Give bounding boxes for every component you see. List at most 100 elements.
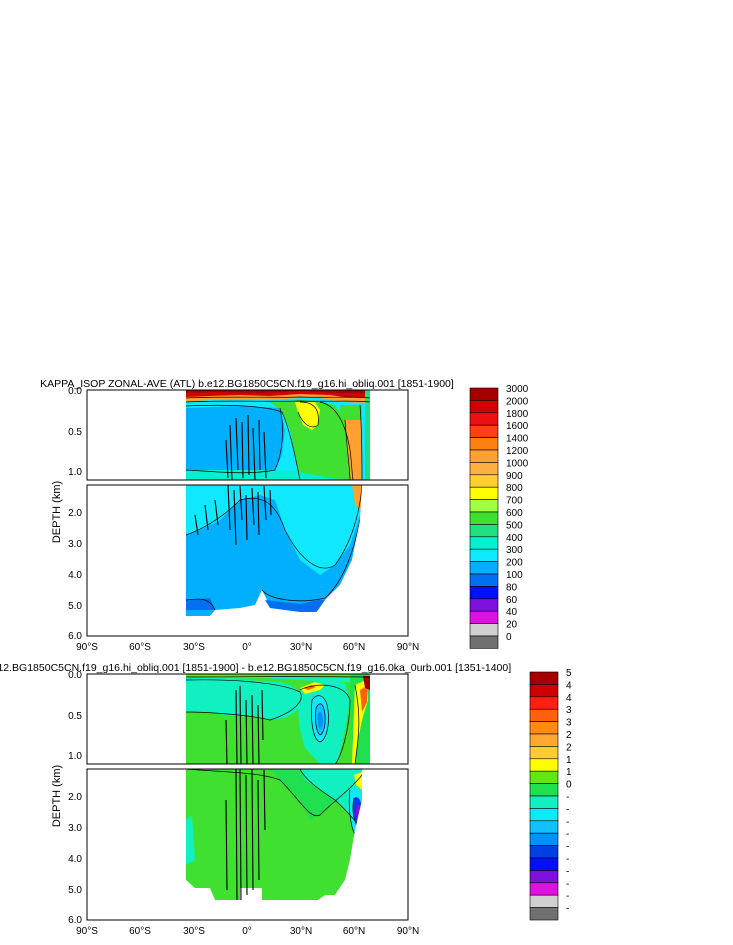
tick-label: 6.0: [68, 631, 82, 642]
tick-label: 30°N: [290, 642, 312, 653]
chart2-upper-frame: [86, 673, 409, 765]
colorbar-swatch: [469, 474, 499, 488]
chart2-lower-frame: [86, 768, 409, 921]
colorbar-swatch: [529, 770, 559, 784]
tick-label: 0.0: [68, 670, 82, 681]
colorbar-label: -: [566, 854, 569, 865]
chart1-y-lower-ticks: 2.0 3.0 4.0 5.0 6.0: [68, 508, 82, 642]
colorbar-label: 3: [566, 705, 572, 716]
chart2-lower-contours: [87, 769, 408, 920]
colorbar-swatch: [469, 524, 499, 538]
colorbar-swatch: [529, 758, 559, 772]
chart1-upper-contours: [185, 390, 408, 480]
tick-label: 6.0: [68, 915, 82, 926]
colorbar-label: 2: [566, 742, 572, 753]
colorbar-label: 1600: [506, 421, 529, 432]
colorbar-swatch: [469, 573, 499, 587]
colorbar-swatch: [469, 610, 499, 624]
colorbar-swatch: [469, 400, 499, 414]
colorbar-label: 1800: [506, 409, 529, 420]
colorbar-swatch: [529, 832, 559, 846]
colorbar-swatch: [529, 783, 559, 797]
colorbar-label: -: [566, 804, 569, 815]
colorbar-swatch: [469, 486, 499, 500]
chart2-y-lower-ticks: 2.0 3.0 4.0 5.0 6.0: [68, 792, 82, 926]
tick-label: 0°: [242, 926, 252, 937]
colorbar-swatch: [469, 424, 499, 438]
chart2-y-upper-ticks: 0.0 0.5 1.0: [68, 670, 82, 762]
colorbar-label: -: [566, 904, 569, 915]
chart1-ylabel: DEPTH (km): [51, 481, 63, 543]
colorbar-swatch: [529, 845, 559, 859]
colorbar-swatch: [469, 499, 499, 513]
colorbar-swatch: [469, 511, 499, 525]
colorbar-swatch: [529, 671, 559, 685]
colorbar-swatch: [469, 586, 499, 600]
colorbar-label: -: [566, 829, 569, 840]
colorbar-label: 1000: [506, 458, 529, 469]
colorbar-label: 900: [506, 471, 523, 482]
colorbar-swatch: [529, 708, 559, 722]
chart2-x-ticks: 90°S 60°S 30°S 0° 30°N 60°N 90°N: [76, 926, 419, 937]
tick-label: 3.0: [68, 823, 82, 834]
tick-label: 5.0: [68, 885, 82, 896]
colorbar-label: -: [566, 792, 569, 803]
tick-label: 60°N: [343, 642, 365, 653]
tick-label: 60°S: [129, 642, 151, 653]
colorbar-label: 2: [566, 730, 572, 741]
colorbar-swatch: [529, 820, 559, 834]
tick-label: 0.5: [68, 711, 82, 722]
chart1-lower-contours: [87, 485, 408, 636]
chart2-upper-contours: [185, 674, 408, 764]
colorbar-swatch: [469, 623, 499, 637]
colorbar-label: 1: [566, 755, 572, 766]
tick-label: 1.0: [68, 751, 82, 762]
colorbar-swatch: [529, 733, 559, 747]
colorbar-label: 3000: [506, 384, 529, 395]
tick-label: 4.0: [68, 854, 82, 865]
tick-label: 4.0: [68, 570, 82, 581]
colorbar-label: 0: [566, 780, 572, 791]
colorbar-swatch: [529, 870, 559, 884]
colorbar-label: 40: [506, 607, 518, 618]
colorbar-swatch: [469, 536, 499, 550]
chart1-x-ticks: 90°S 60°S 30°S 0° 30°N 60°N 90°N: [76, 642, 419, 653]
tick-label: 0°: [242, 642, 252, 653]
chart1-colorbar: 3000200018001600140012001000900800700600…: [469, 384, 529, 649]
tick-label: 3.0: [68, 539, 82, 550]
colorbar-label: 3: [566, 718, 572, 729]
tick-label: 30°N: [290, 926, 312, 937]
colorbar-label: 500: [506, 520, 523, 531]
tick-label: 5.0: [68, 601, 82, 612]
tick-label: 90°N: [397, 642, 419, 653]
colorbar-label: 800: [506, 483, 523, 494]
tick-label: 90°S: [76, 642, 98, 653]
colorbar-swatch: [469, 437, 499, 451]
colorbar-label: 0: [506, 632, 512, 643]
colorbar-swatch: [469, 561, 499, 575]
colorbar-label: 600: [506, 508, 523, 519]
tick-label: 30°S: [183, 926, 205, 937]
colorbar-label: 1400: [506, 434, 529, 445]
colorbar-label: 1: [566, 767, 572, 778]
tick-label: 1.0: [68, 467, 82, 478]
colorbar-swatch: [469, 548, 499, 562]
colorbar-label: 100: [506, 570, 523, 581]
colorbar-swatch: [469, 598, 499, 612]
colorbar-label: 80: [506, 582, 518, 593]
tick-label: 60°S: [129, 926, 151, 937]
colorbar-swatch: [529, 882, 559, 896]
colorbar-swatch: [469, 462, 499, 476]
colorbar-label: 4: [566, 693, 572, 704]
chart1-upper-frame: [86, 389, 409, 481]
tick-label: 90°N: [397, 926, 419, 937]
chart1-y-upper-ticks: 0.0 0.5 1.0: [68, 386, 82, 478]
colorbar-label: 1200: [506, 446, 529, 457]
tick-label: 0.5: [68, 427, 82, 438]
colorbar-label: 5: [566, 668, 572, 679]
colorbar-swatch: [529, 857, 559, 871]
chart2-title: b.e12.BG1850C5CN.f19_g16.hi_obliq.001 [1…: [0, 662, 511, 674]
colorbar-swatch: [529, 907, 559, 921]
colorbar-label: 20: [506, 620, 518, 631]
colorbar-label: -: [566, 842, 569, 853]
